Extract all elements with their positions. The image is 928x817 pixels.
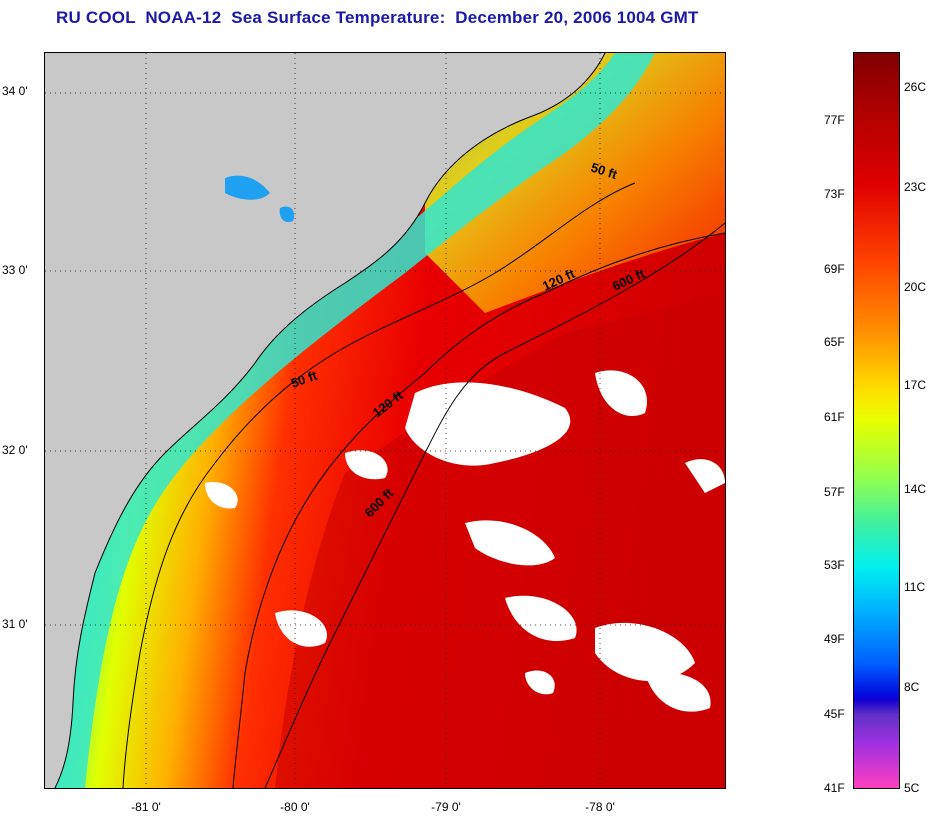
- lon-label-79: -79 0': [431, 800, 461, 814]
- lon-label-81: -81 0': [131, 800, 161, 814]
- temperature-colorbar: [853, 52, 900, 789]
- colorbar-f-53: 53F: [824, 558, 845, 572]
- lon-label-80: -80 0': [280, 800, 310, 814]
- sst-map[interactable]: 50 ft 120 ft 600 ft 50 ft 120 ft 600 ft: [44, 52, 726, 789]
- colorbar-c-5: 5C: [904, 781, 920, 795]
- lat-label-34: 34 0': [2, 84, 28, 98]
- isobath-50ft: [122, 182, 636, 788]
- lat-label-31: 31 0': [2, 617, 28, 631]
- colorbar-f-77: 77F: [824, 113, 845, 127]
- colorbar-c-14: 14C: [904, 482, 927, 496]
- colorbar-c-8: 8C: [904, 680, 920, 694]
- sst-map-canvas: 50 ft 120 ft 600 ft 50 ft 120 ft 600 ft: [45, 53, 725, 788]
- colorbar-c-23: 23C: [904, 180, 927, 194]
- land-area: [45, 53, 605, 788]
- colorbar-f-69: 69F: [824, 262, 845, 276]
- colorbar-c-11: 11C: [904, 580, 926, 594]
- inland-lake: [225, 175, 270, 200]
- colorbar-c-17: 17C: [904, 378, 927, 392]
- colorbar-f-57: 57F: [824, 485, 845, 499]
- colorbar-f-45: 45F: [824, 707, 845, 721]
- colorbar-f-49: 49F: [824, 632, 845, 646]
- inland-lake-2: [279, 206, 295, 223]
- graticule: [45, 53, 725, 788]
- nearshore-band: [45, 53, 655, 788]
- colorbar-f-41: 41F: [824, 781, 845, 795]
- lat-label-32: 32 0': [2, 443, 28, 457]
- isobath-600ft: [264, 222, 725, 788]
- coastline: [54, 53, 606, 788]
- lon-label-78: -78 0': [585, 800, 615, 814]
- colorbar-f-73: 73F: [824, 187, 845, 201]
- colorbar-f-65: 65F: [824, 335, 845, 349]
- lat-label-33: 33 0': [2, 263, 28, 277]
- colorbar-f-61: 61F: [824, 410, 845, 424]
- colorbar-c-26: 26C: [904, 80, 927, 94]
- colorbar-c-20: 20C: [904, 280, 927, 294]
- isobath-120ft: [232, 232, 725, 788]
- map-title: RU COOL NOAA-12 Sea Surface Temperature:…: [56, 8, 699, 27]
